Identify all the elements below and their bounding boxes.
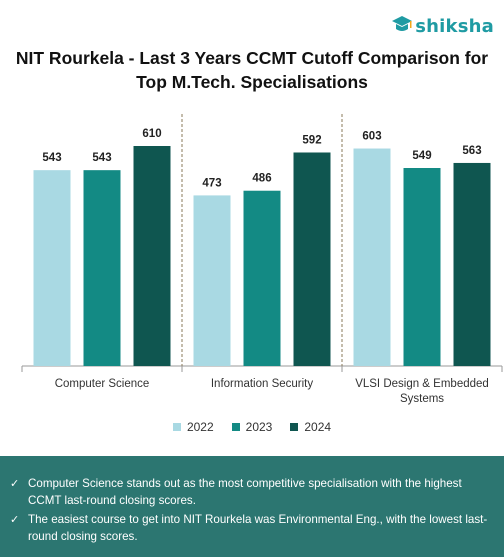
data-label: 549 — [412, 150, 431, 162]
insight-text: The easiest course to get into NIT Rourk… — [28, 513, 488, 543]
checkmark-icon: ✓ — [10, 477, 20, 490]
legend-item-2022: 2022 — [172, 420, 214, 434]
bar-2023 — [83, 170, 121, 366]
shiksha-logo[interactable]: shiksha — [391, 14, 494, 38]
bar-2022 — [353, 148, 391, 366]
legend-item-2024: 2024 — [290, 420, 331, 434]
insight-item: ✓ The easiest course to get into NIT Rour… — [10, 511, 490, 545]
data-label: 603 — [362, 131, 381, 143]
bar-2022 — [33, 170, 71, 366]
data-label: 592 — [302, 134, 321, 146]
insight-item: ✓ Computer Science stands out as the most… — [10, 475, 490, 509]
category-label: VLSI Design & Embedded Systems — [355, 378, 489, 405]
data-label: 610 — [142, 128, 161, 140]
bar-chart: 543 543 610 Computer Science 473 486 592 Inform… — [21, 114, 503, 405]
data-label: 543 — [92, 152, 111, 164]
legend-label: 2023 — [245, 420, 273, 434]
data-label: 473 — [202, 177, 221, 189]
bar-2023 — [243, 190, 281, 366]
legend-item-2023: 2023 — [231, 420, 273, 434]
legend-swatch — [172, 423, 181, 431]
category-label: Computer Science — [55, 378, 150, 390]
chart-legend: 2022 2023 2024 — [0, 420, 504, 434]
bar-2024 — [133, 146, 171, 366]
data-label: 543 — [42, 152, 61, 164]
chart-title: NIT Rourkela - Last 3 Years CCMT Cutoff … — [15, 48, 489, 92]
legend-swatch — [231, 423, 240, 431]
insights-panel: ✓ Computer Science stands out as the most… — [0, 456, 504, 557]
legend-label: 2024 — [304, 420, 332, 434]
brand-name: shiksha — [415, 15, 494, 37]
category-label: Information Security — [211, 378, 314, 390]
data-label: 563 — [462, 145, 481, 157]
legend-label: 2022 — [186, 420, 214, 434]
graduation-cap-icon — [392, 16, 413, 31]
bar-2024 — [453, 162, 491, 366]
legend-swatch — [290, 423, 299, 431]
bar-2022 — [193, 195, 231, 366]
data-label: 486 — [252, 173, 271, 185]
bar-2023 — [403, 168, 441, 366]
bar-2024 — [293, 152, 331, 366]
checkmark-icon: ✓ — [10, 513, 20, 526]
insight-text: Computer Science stands out as the most … — [28, 477, 462, 507]
